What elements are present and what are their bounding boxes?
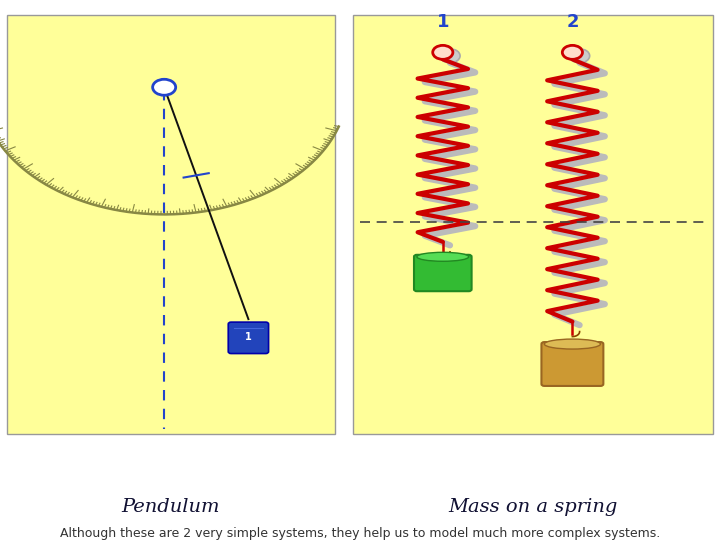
Text: 1: 1 (436, 14, 449, 31)
Text: Pendulum: Pendulum (122, 498, 220, 516)
Text: 2: 2 (566, 14, 579, 31)
FancyBboxPatch shape (541, 342, 603, 386)
Ellipse shape (544, 339, 600, 349)
Text: Although these are 2 very simple systems, they help us to model much more comple: Although these are 2 very simple systems… (60, 527, 660, 540)
Circle shape (440, 49, 460, 63)
Circle shape (562, 46, 582, 59)
Text: 1: 1 (245, 332, 252, 342)
Text: Mass on a spring: Mass on a spring (448, 498, 618, 516)
Ellipse shape (417, 253, 469, 261)
FancyBboxPatch shape (414, 255, 472, 291)
Bar (7, 15, 335, 434)
FancyBboxPatch shape (228, 322, 269, 353)
Circle shape (433, 46, 453, 59)
Bar (353, 15, 713, 434)
Circle shape (570, 49, 590, 63)
Circle shape (153, 79, 176, 95)
